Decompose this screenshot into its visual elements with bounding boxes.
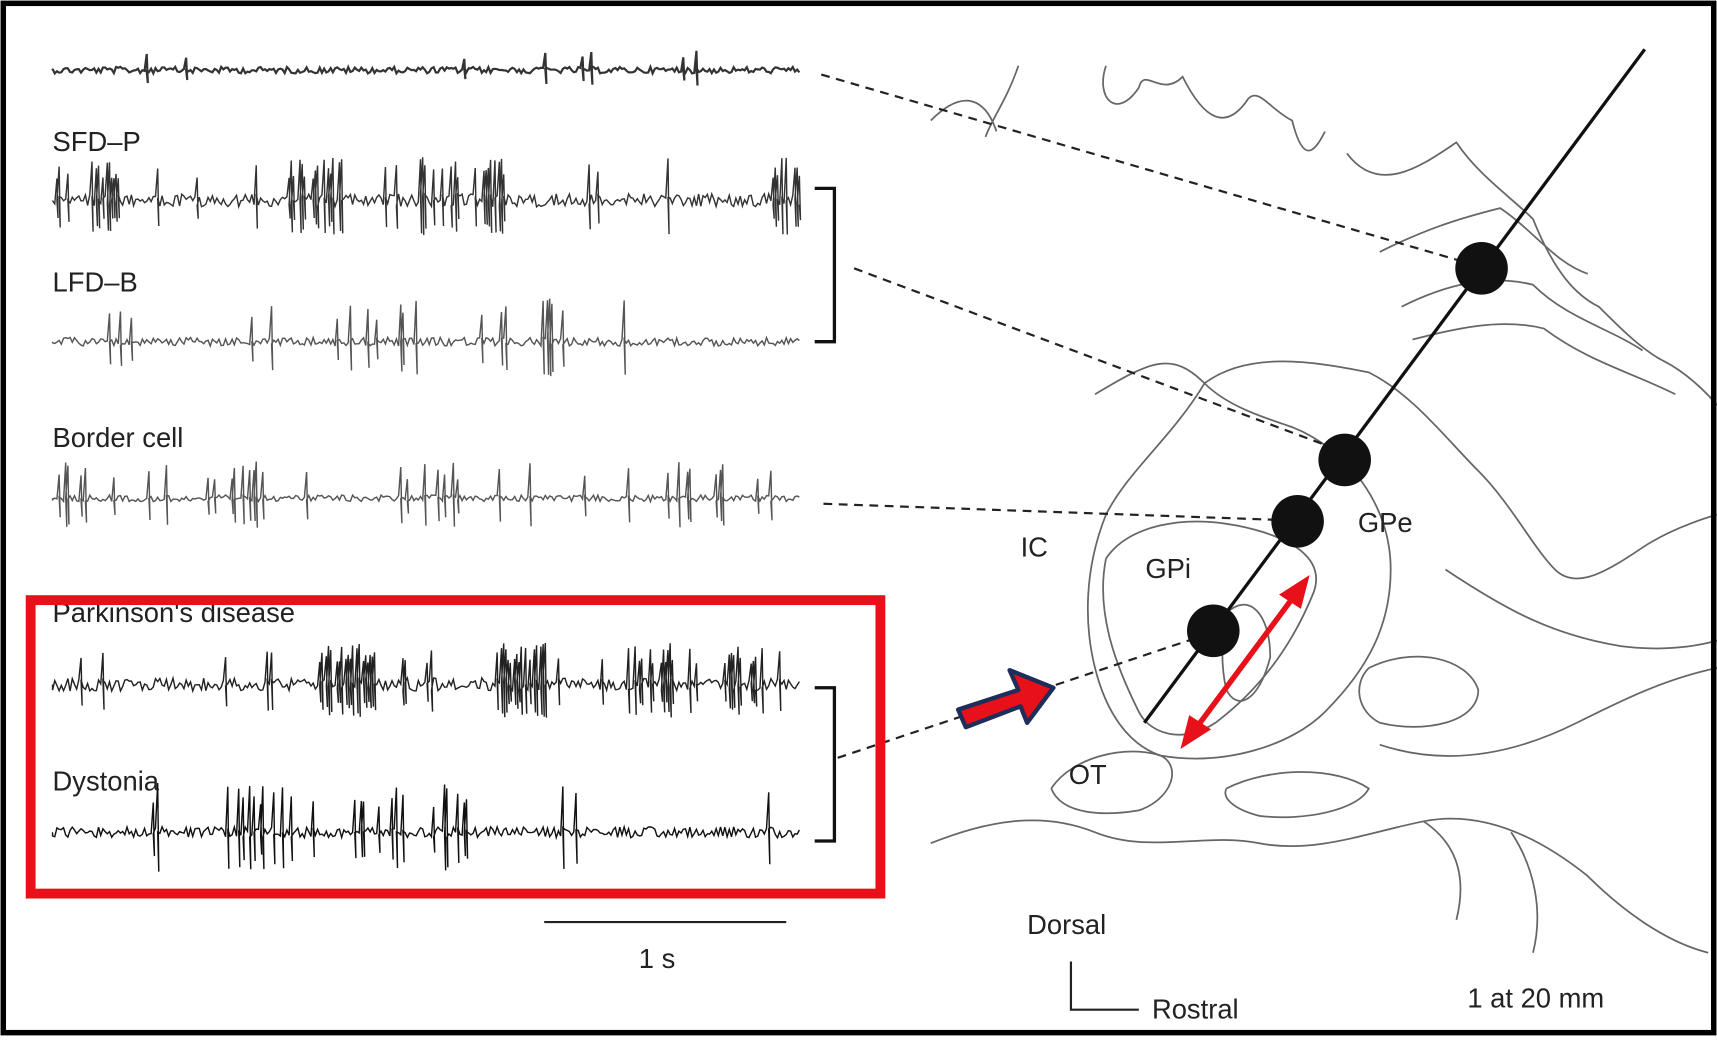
figure: SFD–P LFD–B Border cell Parkinson's dise… bbox=[0, 0, 1717, 1036]
region-label: GPi bbox=[1145, 553, 1191, 584]
region-label: GPe bbox=[1358, 507, 1413, 538]
scale-label: 1 s bbox=[639, 943, 676, 974]
trace-label: LFD–B bbox=[53, 266, 138, 297]
section-label: 1 at 20 mm bbox=[1467, 982, 1604, 1013]
page: SFD–P LFD–B Border cell Parkinson's dise… bbox=[0, 0, 1717, 1036]
orientation-label: Rostral bbox=[1152, 993, 1239, 1024]
recording-site bbox=[1318, 434, 1371, 487]
recording-site bbox=[1271, 495, 1324, 548]
orientation-label: Dorsal bbox=[1027, 909, 1106, 940]
trace-label: SFD–P bbox=[53, 126, 141, 157]
recording-site bbox=[1455, 242, 1508, 295]
trace-label: Border cell bbox=[53, 422, 184, 453]
region-label: IC bbox=[1021, 531, 1048, 562]
recording-site bbox=[1187, 605, 1240, 658]
region-label: OT bbox=[1069, 759, 1107, 790]
trace-label: Dystonia bbox=[53, 766, 160, 797]
